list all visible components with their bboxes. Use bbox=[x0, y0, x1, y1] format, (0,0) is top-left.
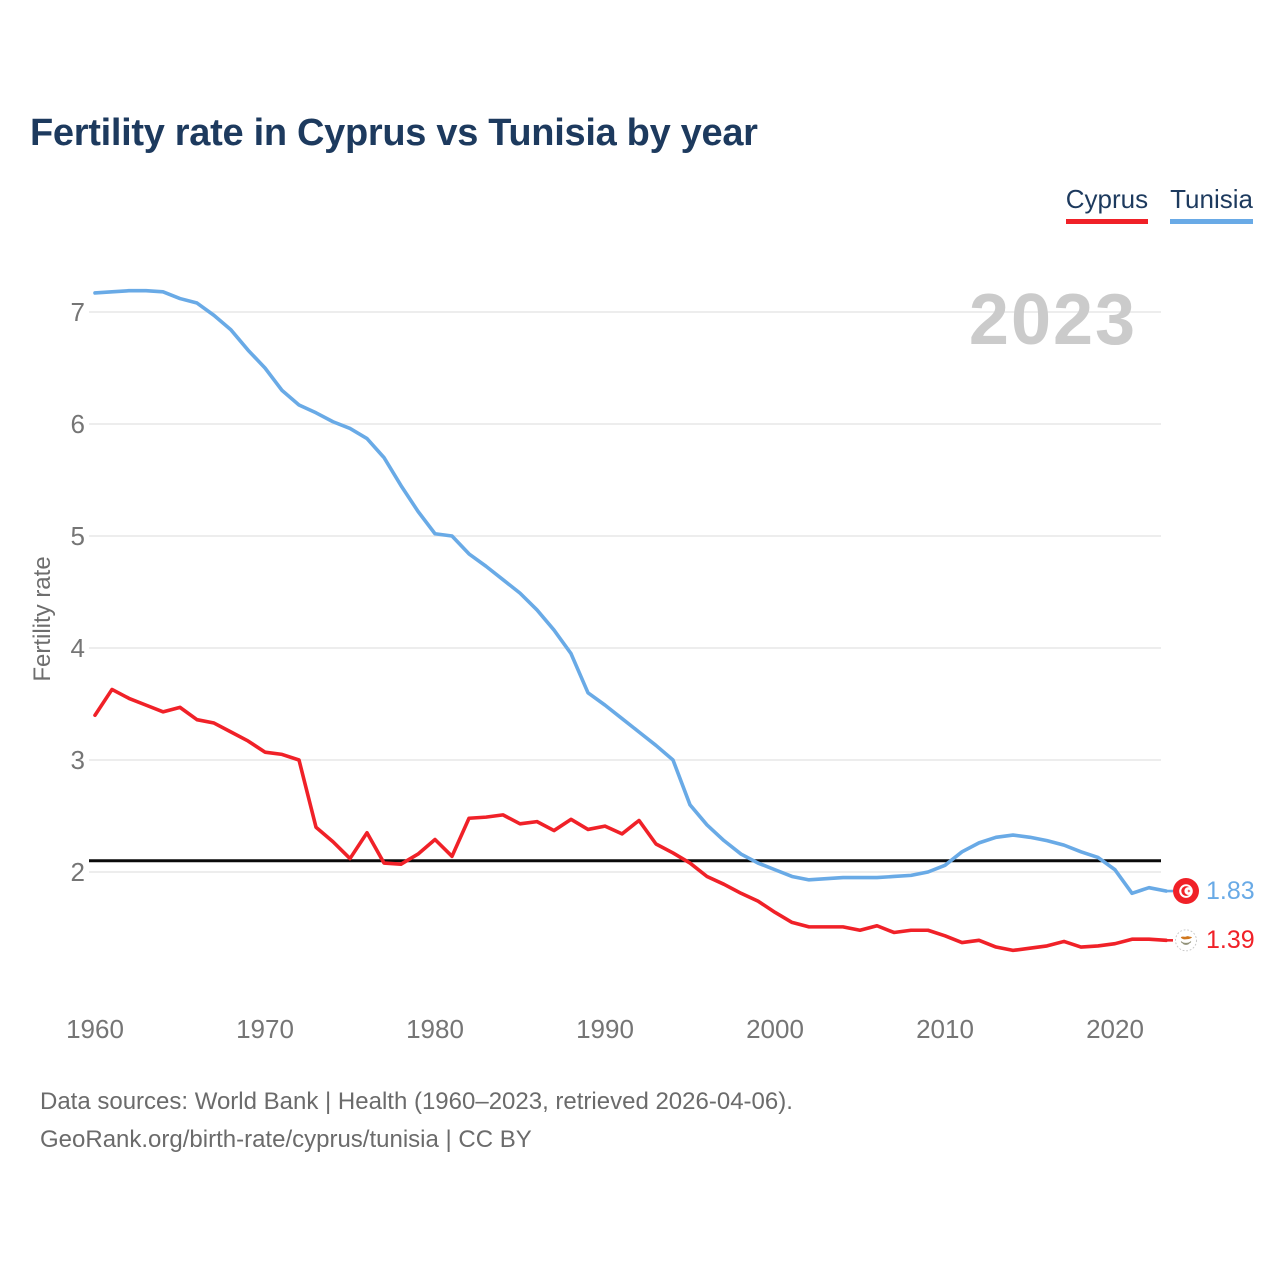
tunisia-line bbox=[93, 288, 1168, 896]
page-title: Fertility rate in Cyprus vs Tunisia by y… bbox=[30, 112, 758, 154]
x-tick-label: 1960 bbox=[66, 1014, 124, 1044]
footer-attribution: GeoRank.org/birth-rate/cyprus/tunisia | … bbox=[40, 1126, 532, 1153]
gridlines bbox=[89, 311, 1161, 873]
legend-item-tunisia[interactable]: Tunisia bbox=[1170, 184, 1253, 224]
x-tick-label: 2020 bbox=[1086, 1014, 1144, 1044]
cyprus-line bbox=[93, 687, 1168, 953]
cyprus-flag-icon bbox=[1175, 929, 1197, 952]
footer: Data sources: World Bank | Health (1960–… bbox=[40, 1083, 793, 1159]
cyprus-end-value-label: 1.39 bbox=[1206, 926, 1255, 955]
x-tick-label: 2000 bbox=[746, 1014, 804, 1044]
x-tick-label: 1980 bbox=[406, 1014, 464, 1044]
y-tick-label: 6 bbox=[70, 409, 85, 439]
y-tick-label: 4 bbox=[70, 633, 85, 663]
x-tick-label: 1970 bbox=[236, 1014, 294, 1044]
legend-item-cyprus[interactable]: Cyprus bbox=[1065, 184, 1149, 224]
y-tick-label: 2 bbox=[70, 857, 85, 887]
tunisia-end-value-label: 1.83 bbox=[1206, 877, 1255, 906]
footer-data-sources: Data sources: World Bank | Health (1960–… bbox=[40, 1088, 793, 1115]
x-tick-label: 1990 bbox=[576, 1014, 634, 1044]
tunisia-flag-icon bbox=[1173, 878, 1199, 905]
legend: Cyprus Tunisia bbox=[1065, 184, 1253, 224]
series-lines bbox=[93, 288, 1168, 953]
y-tick-label: 5 bbox=[70, 521, 85, 551]
y-tick-label: 3 bbox=[70, 745, 85, 775]
watermark-year: 2023 bbox=[969, 280, 1137, 360]
x-tick-label: 2010 bbox=[916, 1014, 974, 1044]
y-tick-label: 7 bbox=[70, 297, 85, 327]
series-end-flags bbox=[1167, 878, 1199, 952]
